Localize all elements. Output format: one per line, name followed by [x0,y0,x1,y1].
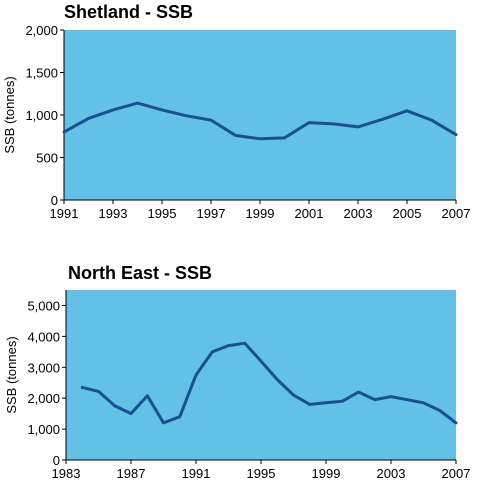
x-tick-label: 1991 [50,206,79,221]
series-line [80,341,458,425]
x-tick-label: 2003 [377,466,406,481]
y-tick-label: 2,000 [25,23,58,38]
x-tick-label: 1993 [99,206,128,221]
x-tick-label: 2001 [295,206,324,221]
x-tick-label: 2007 [442,206,471,221]
y-tick-label: 3,000 [27,360,60,375]
y-tick-label: 1,500 [25,66,58,81]
y-tick-label: 0 [53,453,60,468]
y-tick-label: 500 [36,151,58,166]
series-line [62,101,458,141]
x-tick-label: 1997 [197,206,226,221]
y-tick-label: 1,000 [27,422,60,437]
x-tick-label: 2005 [393,206,422,221]
y-tick-label: 1,000 [25,108,58,123]
x-tick-label: 1995 [148,206,177,221]
chart-title: Shetland - SSB [64,2,193,22]
x-tick-label: 1987 [117,466,146,481]
x-tick-label: 2007 [442,466,471,481]
y-tick-label: 0 [51,193,58,208]
y-tick-label: 2,000 [27,391,60,406]
chart-title: North East - SSB [68,263,212,283]
plot-area [66,290,456,460]
x-tick-label: 1999 [246,206,275,221]
x-tick-label: 1995 [247,466,276,481]
x-tick-label: 2003 [344,206,373,221]
x-tick-label: 1991 [182,466,211,481]
y-tick-label: 4,000 [27,329,60,344]
x-tick-label: 1983 [52,466,81,481]
x-tick-label: 1999 [312,466,341,481]
y-tick-label: 5,000 [27,298,60,313]
y-axis-label: SSB (tonnes) [2,76,17,153]
y-axis-label: SSB (tonnes) [4,336,19,413]
